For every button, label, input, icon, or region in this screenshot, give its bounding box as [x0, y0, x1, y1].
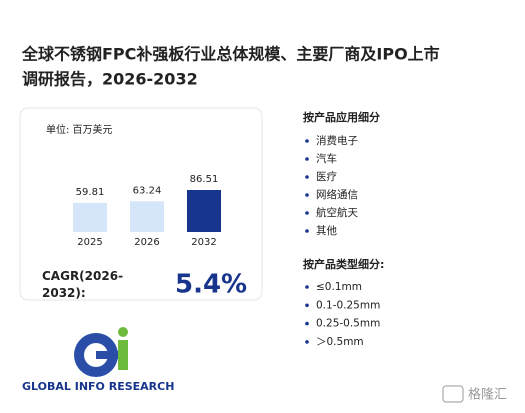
bullet — [305, 175, 309, 179]
bullet — [305, 285, 309, 289]
list-item: ≤0.1mm — [316, 281, 362, 293]
bullet — [305, 193, 309, 197]
list-item: ＞0.5mm — [316, 336, 364, 348]
bullet — [305, 303, 309, 308]
category-label: 2025 — [77, 237, 102, 248]
bar — [187, 190, 221, 232]
list-item: 航空航天 — [316, 206, 358, 219]
logo-shape — [118, 340, 128, 370]
title: 调研报告，2026-2032 — [22, 70, 198, 89]
logo-text: GLOBAL INFO RESEARCH — [22, 380, 174, 393]
watermark-icon — [442, 385, 464, 403]
bar — [130, 201, 164, 232]
watermark: 格隆汇 — [468, 387, 507, 403]
logo-shape — [118, 327, 128, 337]
logo-shape — [96, 351, 118, 359]
bar — [73, 202, 107, 232]
section-heading: 按产品类型细分: — [303, 257, 384, 271]
list-item: 0.1-0.25mm — [316, 299, 380, 311]
title: 全球不锈钢FPC补强板行业总体规模、主要厂商及IPO上市 — [21, 45, 440, 64]
list-item: 消费电子 — [316, 134, 358, 147]
bullet — [305, 139, 309, 143]
section-heading: 按产品应用细分 — [303, 110, 380, 124]
list-item: 医疗 — [316, 170, 337, 183]
cagr-label: CAGR(2026-2032): — [42, 269, 123, 300]
category-label: 2026 — [134, 237, 159, 248]
value-label: 86.51 — [190, 174, 219, 185]
list-item: 汽车 — [316, 152, 337, 165]
cagr-value: 5.4% — [175, 270, 247, 300]
list-item: 网络通信 — [316, 188, 358, 201]
bullet — [305, 340, 309, 344]
bullet — [305, 157, 309, 161]
unit-label: 单位: 百万美元 — [46, 123, 113, 136]
list-item: 0.25-0.5mm — [316, 318, 380, 330]
category-label: 2032 — [191, 237, 216, 248]
bullet — [305, 321, 309, 326]
bullet — [305, 229, 309, 233]
bullet — [305, 211, 309, 215]
value-label: 59.81 — [76, 187, 105, 198]
value-label: 63.24 — [133, 185, 162, 196]
logo — [74, 327, 128, 377]
list-item: 其他 — [316, 224, 337, 237]
